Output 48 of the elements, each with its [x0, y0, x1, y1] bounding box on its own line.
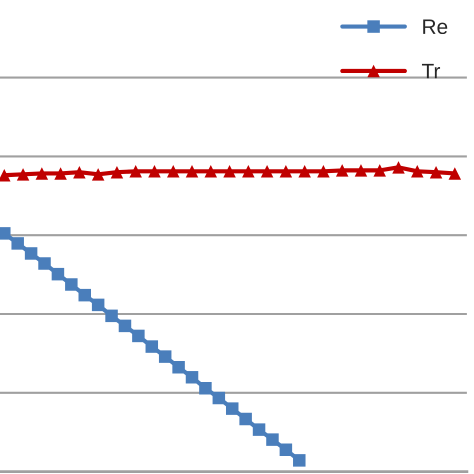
point [110, 166, 124, 178]
point [223, 165, 236, 178]
point [239, 412, 252, 426]
point [336, 164, 348, 177]
point [280, 443, 292, 456]
point [392, 161, 405, 174]
point [204, 165, 218, 178]
legend-label: Tr [422, 64, 440, 78]
point [226, 402, 238, 415]
point [199, 382, 212, 395]
point [260, 165, 274, 178]
point [266, 433, 279, 446]
point [186, 165, 198, 178]
legend-label: Re [423, 20, 448, 34]
point [36, 167, 48, 180]
point [293, 454, 306, 467]
point [11, 237, 24, 250]
point [92, 298, 104, 312]
point [118, 320, 132, 332]
point [148, 165, 161, 178]
point [129, 165, 142, 178]
point [65, 278, 78, 291]
point [166, 165, 180, 178]
point [252, 423, 266, 436]
point [38, 257, 51, 270]
point [317, 165, 330, 178]
point [146, 340, 158, 353]
point [298, 165, 311, 178]
point [105, 310, 118, 322]
point [373, 164, 386, 177]
point [78, 288, 91, 302]
point [16, 168, 30, 181]
point [186, 371, 198, 384]
point [158, 350, 172, 363]
point [92, 168, 104, 181]
point [73, 166, 86, 178]
point [212, 392, 226, 404]
point [430, 166, 442, 178]
point [132, 330, 145, 342]
point [354, 164, 368, 177]
point [411, 165, 424, 178]
point [242, 165, 255, 178]
point [280, 165, 292, 178]
point [448, 167, 462, 180]
point [172, 361, 185, 374]
point [54, 167, 67, 180]
point [24, 247, 38, 260]
point [52, 268, 64, 280]
